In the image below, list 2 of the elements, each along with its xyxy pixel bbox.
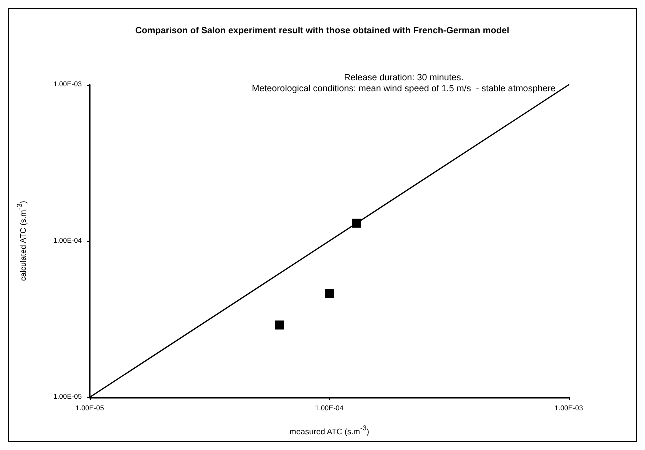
chart-title: Comparison of Salon experiment result with those obtained with French-German model <box>135 26 510 36</box>
chart-subtitle: Release duration: 30 minutes. Meteorological conditions: mean wind speed of 1.5 m/s - stable atmosphere <box>252 72 556 94</box>
